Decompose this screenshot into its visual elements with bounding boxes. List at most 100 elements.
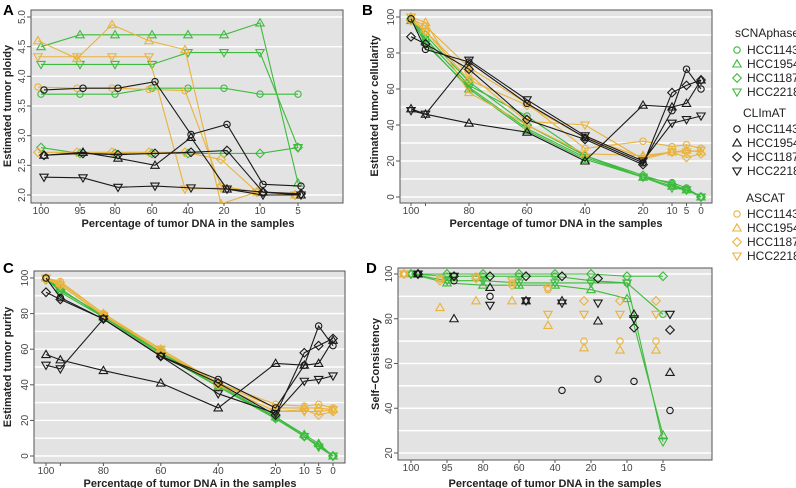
data-point-circle [697,85,705,93]
panel-c-xlabel: Percentage of tumor DNA in the samples [84,478,297,488]
data-point-diamond [143,147,155,158]
data-point-triangle-down [579,121,591,131]
data-point-diamond [55,294,66,305]
data-point-triangle [628,308,640,318]
data-point-triangle-down [155,345,166,355]
data-point-triangle [74,29,86,39]
data-point-circle [486,292,494,301]
panel-d-plot: 20 40 60 80 100 100 95 80 60 40 20 10 5 [384,265,713,474]
series-line [411,273,663,277]
data-point-triangle-down [695,146,707,156]
data-point-circle [639,137,647,145]
legend-item-label: HCC1954 [747,221,796,235]
series-line [41,87,298,95]
data-point-diamond [313,409,324,421]
legend-marker-circle-icon [733,210,741,218]
data-point-triangle [146,29,158,39]
data-point-circle [223,120,231,129]
data-point-diamond [77,148,89,159]
data-point-triangle [420,17,431,26]
data-point-triangle-down [637,157,649,167]
y-tick-label: 3.5 [17,99,28,113]
data-point-triangle-down [112,183,124,193]
data-point-triangle-down [666,148,678,158]
data-point-diamond [681,152,692,163]
data-point-circle [544,285,552,294]
series-ascat-hcc2218 [398,270,662,320]
legend-item-label: HCC2218 [747,85,796,99]
panel-a-series [32,17,307,203]
x-tick-label: 60 [521,206,533,217]
data-point-diamond [441,268,453,280]
x-tick-label: 10 [299,466,311,477]
data-point-triangle [149,160,161,169]
data-point-triangle-down [398,270,410,280]
series-line [45,340,334,409]
y-tick-label: 2.0 [17,188,28,202]
data-point-triangle-down [681,186,692,196]
data-point-diamond [681,80,692,91]
data-point-triangle-down [681,116,692,125]
series-line [40,22,299,184]
data-point-triangle-down [681,148,692,158]
data-point-triangle [521,126,533,136]
panel-a-xlabel: Percentage of tumor DNA in the samples [82,218,295,230]
data-point-triangle-down [77,174,89,184]
data-point-triangle [405,268,417,278]
x-tick-label: 20 [218,206,230,217]
x-tick-label: 60 [155,466,167,477]
x-tick-label: 80 [463,206,475,217]
data-point-triangle-down [521,96,533,106]
data-point-triangle [185,132,197,141]
data-point-diamond [71,147,83,158]
data-point-triangle-down [313,443,324,453]
data-point-diamond [40,287,52,298]
panel-label-d: D [366,260,377,277]
data-point-triangle [55,354,66,364]
data-point-circle [79,84,87,92]
data-point-triangle-down [38,173,50,183]
x-tick-label: 40 [213,466,225,477]
x-tick-label: 80 [477,463,489,474]
data-point-triangle [621,293,633,303]
data-point-circle [616,337,624,345]
data-point-triangle-down [106,53,118,63]
data-point-triangle-down [221,185,233,195]
data-point-triangle-down [40,361,52,371]
series-line [45,277,334,413]
legend-item-label: HCC1187 [747,235,796,249]
panel-d-series [398,268,676,448]
data-point-diamond [313,340,324,351]
data-point-triangle-down [327,406,339,416]
legend-item-label: HCC1954 [747,136,796,150]
data-point-triangle-down [146,60,158,70]
data-point-diamond [477,268,489,280]
data-point-triangle-down [55,281,66,291]
x-tick-label: 40 [579,206,591,217]
data-point-triangle [637,99,649,109]
data-point-diamond [614,295,626,306]
data-point-circle [421,45,430,54]
data-point-diamond [149,148,161,159]
data-point-triangle-down [695,112,707,122]
panel-c-series [40,272,339,462]
panel-b-frame [399,9,713,204]
x-tick-label: 80 [109,206,121,217]
data-point-diamond [637,159,649,170]
data-point-circle [450,276,458,285]
data-point-diamond [513,268,525,280]
data-point-diamond [666,179,678,190]
x-tick-label: 95 [441,463,453,474]
y-tick-label: 4.0 [17,69,28,83]
data-point-triangle-down [621,279,633,289]
data-point-triangle-down [143,53,155,63]
panel-b-ylabel: Estimated tumor cellularity [369,35,381,177]
data-point-triangle [542,320,554,330]
data-point-triangle-down [628,315,640,325]
data-point-triangle-down [484,301,496,311]
data-point-diamond [542,282,554,293]
data-point-diamond [666,87,678,98]
x-tick-label: 0 [330,466,336,477]
series-climat-hcc2218 [412,270,676,325]
series-ascat-hcc2218 [405,13,707,165]
